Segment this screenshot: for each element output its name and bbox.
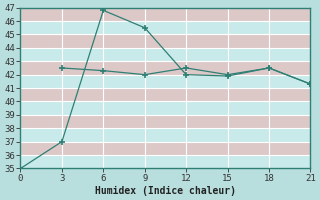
Bar [20, 21, 310, 34]
Bar [20, 61, 310, 75]
Bar [20, 155, 310, 168]
Bar [20, 8, 310, 21]
X-axis label: Humidex (Indice chaleur): Humidex (Indice chaleur) [95, 186, 236, 196]
Bar [20, 142, 310, 155]
Bar [20, 88, 310, 101]
Bar [20, 115, 310, 128]
Bar [20, 34, 310, 48]
Bar [20, 75, 310, 88]
Bar [20, 128, 310, 142]
Bar [20, 48, 310, 61]
Bar [20, 101, 310, 115]
